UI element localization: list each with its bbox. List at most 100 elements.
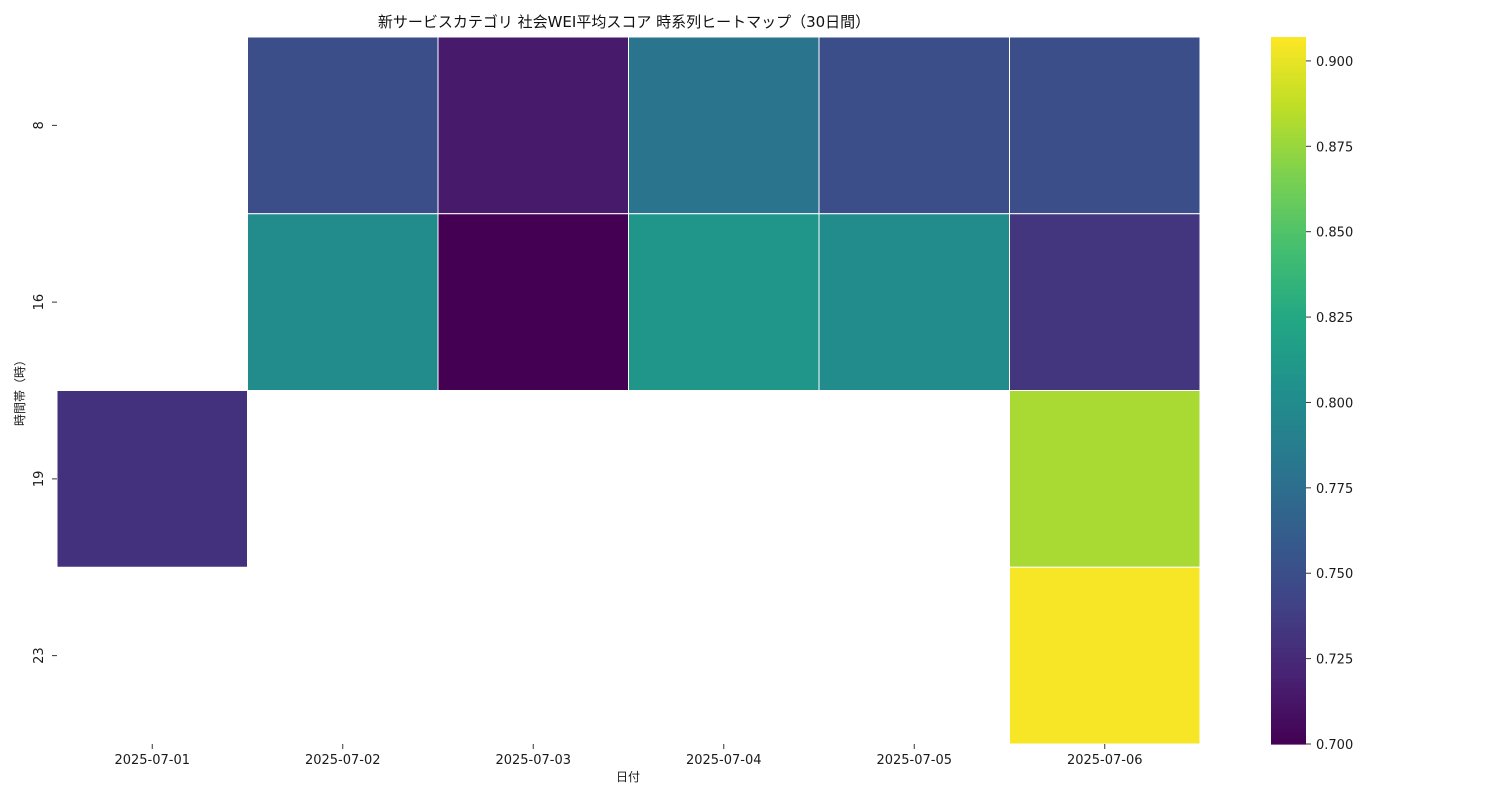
colorbar-segment — [1271, 435, 1306, 442]
colorbar-segment — [1271, 420, 1306, 427]
colorbar-segment — [1271, 228, 1306, 235]
colorbar-segment — [1271, 648, 1306, 654]
colorbar-segment — [1271, 678, 1306, 684]
x-tick-label: 2025-07-06 — [1067, 753, 1143, 768]
colorbar-segment — [1271, 738, 1306, 745]
colorbar-segment — [1271, 653, 1306, 659]
colorbar-segment — [1271, 355, 1306, 361]
colorbar-segment — [1271, 345, 1306, 351]
heatmap-cell — [1009, 213, 1201, 391]
x-axis-label: 日付 — [616, 770, 640, 784]
colorbar-segment — [1271, 410, 1306, 417]
heatmap-cell — [1009, 390, 1201, 568]
colorbar-segment — [1271, 279, 1306, 286]
colorbar-segment — [1271, 289, 1306, 296]
colorbar-tick-label: 0.750 — [1316, 567, 1353, 582]
colorbar-segment — [1271, 415, 1306, 422]
y-tick-label: 8 — [32, 121, 47, 129]
colorbar-segment — [1271, 486, 1306, 493]
colorbar-segment — [1271, 223, 1306, 230]
colorbar-segment — [1271, 663, 1306, 669]
colorbar-segment — [1271, 340, 1306, 346]
y-axis: 8 16 19 23 — [32, 121, 57, 664]
heatmap-cell — [437, 36, 629, 215]
x-tick-label: 2025-07-04 — [686, 753, 762, 768]
colorbar-segment — [1271, 612, 1306, 619]
colorbar-segment — [1271, 607, 1306, 614]
colorbar-segment — [1271, 360, 1306, 366]
heatmap-cell — [628, 213, 820, 391]
colorbar-segment — [1271, 718, 1306, 725]
colorbar-segment — [1271, 304, 1306, 311]
colorbar-segment — [1271, 62, 1306, 68]
colorbar-segment — [1271, 274, 1306, 280]
colorbar-segment — [1271, 319, 1306, 326]
x-tick-label: 2025-07-01 — [114, 753, 190, 768]
colorbar-segment — [1271, 673, 1306, 679]
colorbar-segment — [1271, 501, 1306, 508]
colorbar-segment — [1271, 516, 1306, 523]
colorbar-segment — [1271, 244, 1306, 250]
heatmap-cell — [628, 36, 820, 215]
colorbar-segment — [1271, 127, 1306, 134]
colorbar-segment — [1271, 239, 1306, 245]
colorbar: 0.700 0.725 0.750 0.775 0.800 0.825 0.850 0.875… — [1271, 37, 1353, 753]
colorbar-segment — [1271, 254, 1306, 260]
heatmap-cell — [56, 390, 248, 568]
colorbar-segment — [1271, 52, 1306, 58]
colorbar-segment — [1271, 259, 1306, 265]
colorbar-tick-label: 0.775 — [1316, 482, 1353, 497]
colorbar-segment — [1271, 138, 1306, 144]
colorbar-segment — [1271, 557, 1306, 563]
colorbar-segment — [1271, 713, 1306, 720]
colorbar-segment — [1271, 67, 1306, 73]
colorbar-segment — [1271, 562, 1306, 568]
colorbar-segment — [1271, 112, 1306, 119]
colorbar-segment — [1271, 471, 1306, 477]
colorbar-segment — [1271, 425, 1306, 432]
colorbar-segment — [1271, 577, 1306, 583]
colorbar-segment — [1271, 198, 1306, 205]
colorbar-segment — [1271, 466, 1306, 472]
colorbar-segment — [1271, 400, 1306, 407]
colorbar-segment — [1271, 632, 1306, 639]
heatmap-cell — [818, 213, 1010, 391]
colorbar-segment — [1271, 572, 1306, 578]
colorbar-segment — [1271, 37, 1306, 43]
colorbar-segment — [1271, 587, 1306, 594]
colorbar-segment — [1271, 117, 1306, 124]
heatmap-cell — [437, 213, 629, 391]
colorbar-segment — [1271, 481, 1306, 488]
colorbar-segment — [1271, 208, 1306, 215]
colorbar-segment — [1271, 213, 1306, 220]
colorbar-segment — [1271, 57, 1306, 63]
colorbar-segment — [1271, 708, 1306, 715]
colorbar-segment — [1271, 269, 1306, 275]
colorbar-segment — [1271, 173, 1306, 179]
y-tick-label: 19 — [32, 471, 47, 488]
y-tick-label: 23 — [32, 647, 47, 664]
colorbar-segment — [1271, 365, 1306, 371]
colorbar-segment — [1271, 47, 1306, 53]
colorbar-segment — [1271, 183, 1306, 190]
colorbar-segment — [1271, 728, 1306, 735]
colorbar-segment — [1271, 526, 1306, 533]
colorbar-segment — [1271, 309, 1306, 316]
heatmap-cell — [1009, 566, 1201, 745]
colorbar-segment — [1271, 82, 1306, 89]
colorbar-segment — [1271, 87, 1306, 94]
colorbar-tick-label: 0.800 — [1316, 396, 1353, 411]
colorbar-segment — [1271, 163, 1306, 169]
colorbar-segment — [1271, 567, 1306, 573]
colorbar-segment — [1271, 329, 1306, 336]
colorbar-segment — [1271, 531, 1306, 538]
colorbar-segment — [1271, 77, 1306, 84]
colorbar-segment — [1271, 496, 1306, 503]
colorbar-segment — [1271, 132, 1306, 139]
colorbar-segment — [1271, 143, 1306, 149]
x-tick-label: 2025-07-03 — [495, 753, 571, 768]
colorbar-segment — [1271, 385, 1306, 392]
colorbar-segment — [1271, 249, 1306, 255]
colorbar-segment — [1271, 102, 1306, 109]
heatmap-cell — [818, 36, 1010, 215]
